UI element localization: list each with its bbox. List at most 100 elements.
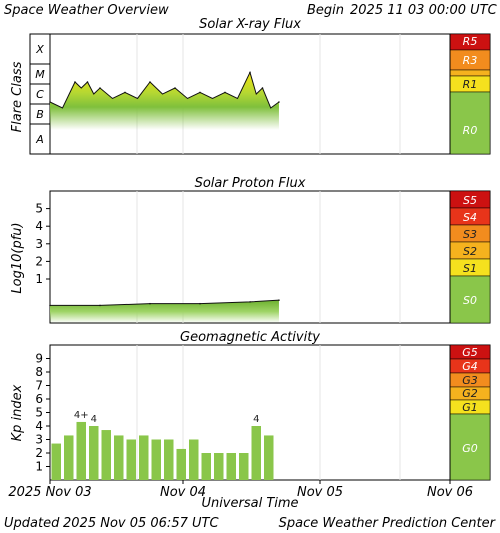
proton-flux-point	[249, 301, 251, 303]
begin-value: 2025 11 03 00:00 UTC	[350, 3, 498, 18]
proton-flux-point	[278, 299, 280, 301]
proton-ytick-label: 3	[35, 237, 43, 251]
xray-flux-point	[199, 91, 201, 94]
kp-ytick-label: 4	[35, 419, 43, 433]
proton-flux-point	[99, 304, 101, 307]
proton-flux-fill	[50, 300, 279, 323]
kp-bar	[139, 435, 149, 480]
xray-scale-label: R1	[463, 78, 478, 91]
kp-bar-label: 4+	[74, 410, 89, 421]
kp-scale-seg	[449, 413, 491, 481]
updated-label: Updated	[4, 516, 60, 531]
kp-bar	[101, 430, 111, 480]
proton-scale-label: S4	[463, 211, 477, 224]
kp-bar	[214, 453, 224, 480]
time-axis-title: Universal Time	[201, 496, 298, 511]
xray-flux-point	[124, 91, 126, 94]
xray-flux-point	[74, 81, 76, 83]
kp-bar	[176, 448, 186, 480]
xray-flux-fill	[50, 72, 279, 130]
kp-scale-label: G4	[462, 360, 478, 373]
updated-value: 2025 Nov 05 06:57 UTC	[63, 516, 219, 531]
geomag-title: Geomagnetic Activity	[180, 330, 320, 345]
kp-scale-label: G2	[462, 387, 478, 400]
proton-flux-point	[49, 304, 51, 307]
kp-bar	[76, 421, 86, 480]
kp-ytick-label: 7	[35, 379, 43, 393]
flare-class-box	[29, 123, 51, 155]
xray-flux-point	[86, 81, 89, 83]
xray-scale-label: R0	[463, 124, 478, 137]
kp-bar-label: 4	[253, 414, 259, 425]
xray-scale-seg	[449, 69, 491, 77]
xray-flux-point	[49, 101, 51, 103]
xray-flux-line	[49, 71, 280, 109]
kp-ytick-label: 9	[35, 352, 43, 366]
kp-bar	[201, 453, 211, 480]
kp-bar	[189, 439, 199, 480]
xray-flux-point	[249, 71, 251, 74]
kp-bar	[151, 439, 161, 480]
kp-scale-label: G5	[462, 346, 478, 359]
kp-ytick-label: 1	[35, 460, 43, 474]
kp-bar	[226, 453, 236, 480]
kp-ytick-label: 8	[35, 365, 43, 379]
kp-scale-label: G3	[462, 374, 478, 387]
time-tick-label: 2025 Nov 03	[8, 485, 91, 500]
flare-class-label: B	[36, 108, 44, 121]
proton-ytick-label: 4	[35, 219, 43, 233]
flare-class-label: A	[35, 133, 44, 146]
flare-class-label: M	[35, 68, 45, 81]
proton-panel: 1 2 3 4 5 S5 S4 S3 S2 S1 S0	[35, 190, 491, 324]
kp-ylabel: Kp index	[10, 384, 25, 441]
kp-ytick-label: 6	[35, 392, 43, 406]
kp-bar-label: 4	[91, 414, 97, 425]
proton-scale-label: S2	[463, 245, 477, 258]
proton-flux-point	[149, 302, 151, 305]
xray-flux-point	[149, 81, 151, 83]
xray-title: Solar X-ray Flux	[199, 17, 301, 32]
kp-scale-label: G1	[462, 401, 478, 414]
proton-scale-label: S3	[463, 228, 477, 241]
xray-flux-point	[99, 87, 101, 89]
proton-scale-label: S1	[463, 262, 477, 275]
kp-ytick-label: 3	[35, 433, 43, 447]
kp-bar	[51, 443, 61, 480]
flare-class-label: X	[35, 43, 44, 56]
overview-title: Space Weather Overview	[4, 3, 169, 18]
kp-ytick-label: 5	[35, 406, 43, 420]
kp-bar	[64, 435, 74, 480]
time-tick-label: Nov 06	[427, 485, 473, 500]
xray-flux-point	[224, 91, 226, 94]
xray-flux-point	[278, 101, 280, 103]
kp-bar	[89, 426, 99, 480]
proton-title: Solar Proton Flux	[195, 176, 306, 191]
proton-scale-seg	[449, 275, 491, 324]
xray-scale-label: R3	[463, 54, 478, 67]
kp-ytick-label: 2	[35, 446, 43, 460]
swpc-credit: Space Weather Prediction Center	[279, 516, 497, 531]
proton-flux-line	[50, 299, 279, 306]
kp-bar	[251, 426, 261, 480]
time-axis: 2025 Nov 03 Nov 04 Nov 05 Nov 06	[8, 480, 473, 500]
proton-flux-point	[199, 302, 201, 305]
kp-bar	[114, 435, 124, 480]
kp-bar	[264, 435, 274, 480]
xray-frame	[49, 33, 491, 155]
kp-bar	[126, 439, 136, 480]
proton-ytick-label: 5	[35, 202, 43, 216]
proton-ytick-label: 2	[35, 254, 43, 268]
xray-ylabel: Flare Class	[10, 61, 25, 132]
kp-scale-label: G0	[462, 442, 478, 455]
proton-scale-label: S5	[463, 194, 477, 207]
time-tick-label: Nov 04	[160, 485, 206, 500]
proton-ytick-label: 1	[35, 272, 43, 286]
xray-scale-label: R5	[463, 35, 478, 48]
xray-scale-seg	[449, 91, 491, 155]
kp-bar	[239, 453, 249, 480]
begin-label: Begin	[307, 3, 344, 18]
xray-flux-point	[261, 87, 264, 89]
